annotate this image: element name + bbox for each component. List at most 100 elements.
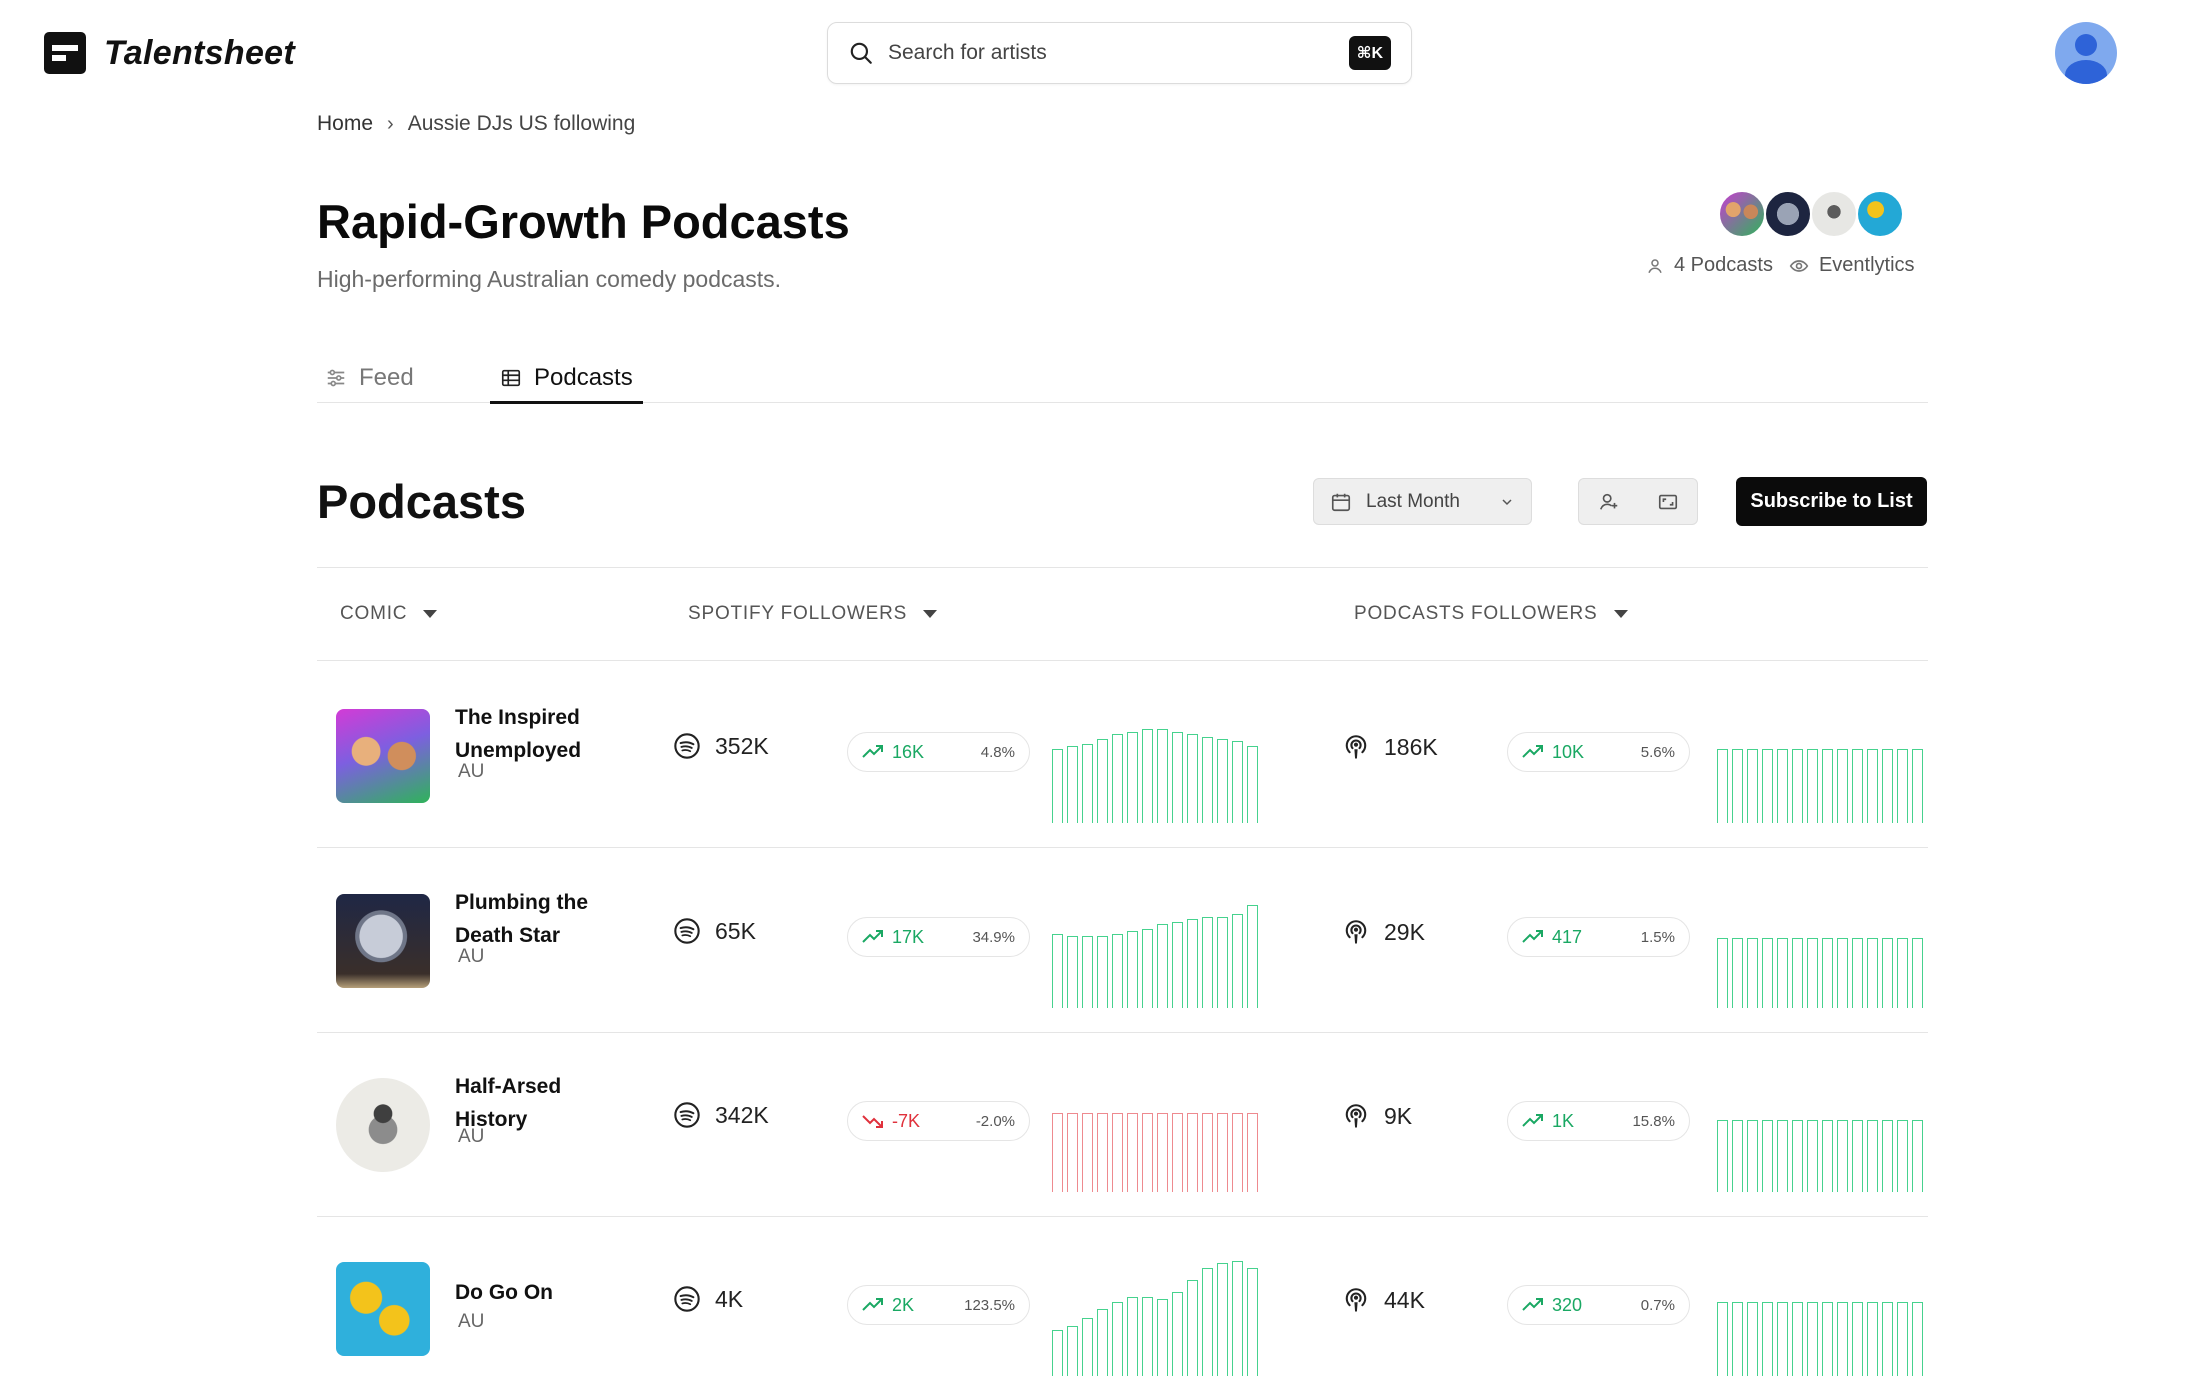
podcast-country: AU <box>458 1311 485 1332</box>
tab-podcasts[interactable]: Podcasts <box>490 355 643 404</box>
sort-caret-icon <box>1613 610 1628 618</box>
chart-bar <box>1837 1120 1848 1192</box>
chart-bar <box>1172 732 1183 823</box>
podcast-cover[interactable] <box>336 1078 430 1172</box>
podcasts-pct: 1.5% <box>1640 928 1675 946</box>
podcast-cover[interactable] <box>336 1262 430 1356</box>
spotify-sparkline <box>1052 703 1262 823</box>
chart-bar <box>1912 938 1923 1008</box>
chart-bar <box>1112 1302 1123 1376</box>
column-spotify-label: SPOTIFY FOLLOWERS <box>688 603 908 624</box>
podcasts-delta: 10K <box>1552 741 1585 762</box>
column-comic[interactable]: COMIC <box>340 603 438 625</box>
chart-bar <box>1897 1302 1908 1376</box>
table-row[interactable]: The Inspired Unemployed AU 352K 16K 4.8%… <box>317 663 1928 848</box>
spotify-delta: -7K <box>892 1110 921 1131</box>
chart-bar <box>1777 938 1788 1008</box>
podcasts-followers-value: 9K <box>1384 1102 1413 1129</box>
podcasts-delta: 417 <box>1552 926 1583 947</box>
podcast-name[interactable]: Plumbing the Death Star <box>455 891 588 947</box>
app-name: Talentsheet <box>104 33 295 72</box>
chart-bar <box>1837 1302 1848 1376</box>
app-logo[interactable]: Talentsheet <box>44 32 295 74</box>
chart-bar <box>1867 1302 1878 1376</box>
chart-bar <box>1247 905 1258 1008</box>
podcast-icon <box>1345 1104 1367 1128</box>
spotify-followers-value: 65K <box>715 917 756 944</box>
chart-bar <box>1202 917 1213 1008</box>
chart-bar <box>1732 749 1743 823</box>
chart-bar <box>1747 1302 1758 1376</box>
user-avatar[interactable] <box>2055 22 2117 84</box>
spotify-followers: 65K <box>673 917 756 945</box>
spotify-delta: 17K <box>892 926 925 947</box>
tab-feed[interactable]: Feed <box>325 355 414 401</box>
table-row[interactable]: Plumbing the Death Star AU 65K 17K 34.9%… <box>317 848 1928 1033</box>
chart-bar <box>1202 1268 1213 1376</box>
podcast-name[interactable]: Half-Arsed History <box>455 1075 562 1131</box>
spotify-sparkline <box>1052 1072 1262 1192</box>
chart-bar <box>1912 1120 1923 1192</box>
column-spotify-followers[interactable]: SPOTIFY FOLLOWERS <box>688 603 938 625</box>
podcast-name[interactable]: The Inspired Unemployed <box>455 706 582 762</box>
podcast-name[interactable]: Do Go On <box>455 1281 553 1304</box>
chart-bar <box>1762 749 1773 823</box>
chart-bar <box>1837 749 1848 823</box>
chart-bar <box>1822 749 1833 823</box>
chart-bar <box>1097 739 1108 823</box>
podcasts-delta: 320 <box>1552 1294 1583 1315</box>
search-bar[interactable]: ⌘K <box>827 22 1412 84</box>
chart-bar <box>1732 938 1743 1008</box>
podcast-country: AU <box>458 946 485 967</box>
chart-bar <box>1097 936 1108 1008</box>
eye-icon <box>1789 259 1809 272</box>
chart-bar <box>1882 749 1893 823</box>
date-range-dropdown[interactable]: Last Month <box>1313 478 1532 525</box>
chart-bar <box>1807 938 1818 1008</box>
add-user-icon[interactable] <box>1598 491 1620 513</box>
chart-bar <box>1777 1302 1788 1376</box>
podcast-avatar <box>1718 190 1766 238</box>
search-input[interactable] <box>888 41 1349 65</box>
list-owner[interactable]: Eventlytics <box>1818 254 1915 276</box>
subscribe-button[interactable]: Subscribe to List <box>1736 477 1927 526</box>
trend-down-icon <box>862 1115 883 1128</box>
breadcrumb-separator: › <box>387 112 394 135</box>
chart-bar <box>1142 1113 1153 1192</box>
calendar-icon <box>1331 493 1351 511</box>
spotify-pct: 34.9% <box>972 928 1015 946</box>
chart-bar <box>1852 1120 1863 1192</box>
chart-bar <box>1822 938 1833 1008</box>
trend-up-icon <box>1522 1298 1543 1311</box>
chart-bar <box>1897 749 1908 823</box>
table-row[interactable]: Half-Arsed History AU 342K -7K -2.0% 9K … <box>317 1032 1928 1217</box>
table-row[interactable]: Do Go On AU 4K 2K 123.5% 44K 320 0.7% <box>317 1216 1928 1379</box>
chart-bar <box>1157 1299 1168 1376</box>
column-podcasts-followers[interactable]: PODCASTS FOLLOWERS <box>1354 603 1628 625</box>
chart-bar <box>1187 1280 1198 1376</box>
podcasts-change-pill: 1K 15.8% <box>1507 1101 1690 1141</box>
trend-up-icon <box>862 745 883 758</box>
list-meta: 4 Podcasts Eventlytics <box>1646 254 1915 277</box>
podcasts-change-pill: 10K 5.6% <box>1507 732 1690 772</box>
podcast-cover[interactable] <box>336 894 430 988</box>
chart-bar <box>1747 749 1758 823</box>
breadcrumb-home[interactable]: Home <box>317 112 374 135</box>
trend-up-icon <box>862 1298 883 1311</box>
podcasts-followers: 9K <box>1342 1101 1412 1131</box>
chart-bar <box>1187 734 1198 823</box>
expand-icon[interactable] <box>1657 491 1679 513</box>
podcast-cover[interactable] <box>336 709 430 803</box>
chart-bar <box>1127 1297 1138 1376</box>
chart-bar <box>1097 1113 1108 1192</box>
chart-bar <box>1732 1302 1743 1376</box>
chart-bar <box>1127 1113 1138 1192</box>
table-header: COMIC SPOTIFY FOLLOWERS PODCASTS FOLLOWE… <box>317 567 1928 661</box>
podcast-icon <box>1345 735 1367 759</box>
podcasts-pct: 0.7% <box>1640 1296 1675 1314</box>
breadcrumb-current[interactable]: Aussie DJs US following <box>407 112 636 135</box>
chart-bar <box>1732 1120 1743 1192</box>
podcasts-pct: 15.8% <box>1632 1112 1675 1130</box>
spotify-pct: 123.5% <box>964 1296 1015 1314</box>
chevron-down-icon <box>1502 498 1512 505</box>
